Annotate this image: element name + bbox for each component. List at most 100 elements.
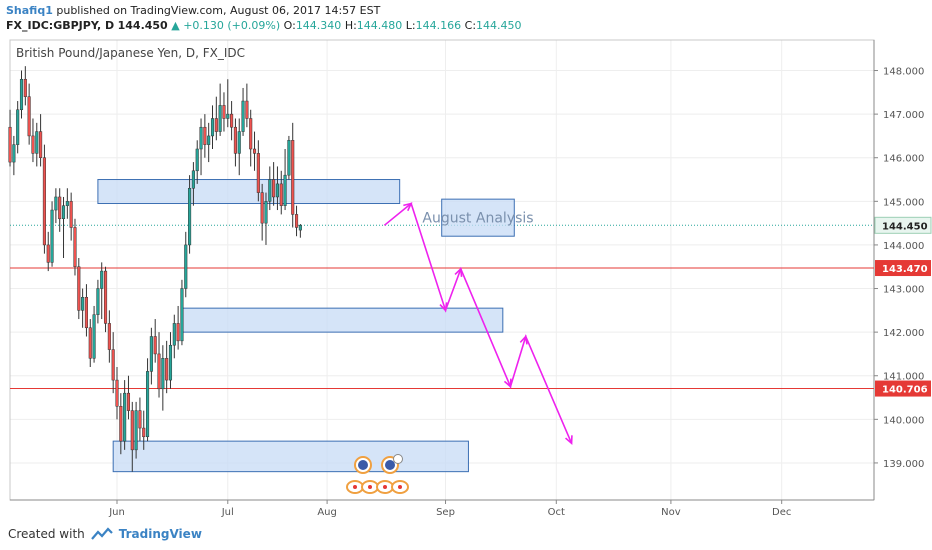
candle-body bbox=[195, 148, 199, 172]
candle-body bbox=[199, 126, 203, 150]
candle bbox=[42, 144, 46, 254]
candle-body bbox=[172, 323, 176, 346]
tradingview-brand[interactable]: TradingView bbox=[118, 527, 202, 541]
candle bbox=[107, 310, 111, 363]
candle-body bbox=[275, 183, 279, 198]
candle-body bbox=[203, 126, 207, 145]
candle bbox=[275, 166, 279, 211]
candle bbox=[134, 401, 138, 459]
candle bbox=[199, 118, 203, 176]
candle-body bbox=[165, 358, 169, 381]
candle-body bbox=[142, 427, 146, 438]
level-label: 140.706 bbox=[882, 385, 928, 396]
candle-body bbox=[245, 100, 249, 119]
candle bbox=[115, 367, 119, 420]
open-value: 144.340 bbox=[295, 19, 342, 32]
uk-flag-fill-icon bbox=[358, 460, 368, 470]
candle bbox=[149, 327, 153, 385]
candle-body bbox=[138, 410, 142, 429]
candle-body bbox=[50, 209, 54, 263]
candle bbox=[165, 340, 169, 394]
projection-arrowhead bbox=[454, 267, 463, 277]
candle bbox=[73, 218, 77, 276]
candle-body bbox=[291, 140, 295, 215]
candle-body bbox=[264, 201, 268, 224]
candle bbox=[260, 183, 264, 241]
candle bbox=[245, 83, 249, 128]
candle-body bbox=[123, 392, 127, 442]
chart-title: British Pound/Japanese Yen, D, FX_IDC bbox=[16, 46, 245, 60]
candle-body bbox=[241, 100, 245, 132]
author-link[interactable]: Shafiq1 bbox=[6, 4, 53, 17]
publish-line: Shafiq1 published on TradingView.com, Au… bbox=[6, 3, 926, 18]
candle bbox=[126, 375, 131, 420]
candle-body bbox=[35, 131, 39, 154]
candle-body bbox=[31, 135, 35, 154]
candle bbox=[176, 305, 180, 350]
candle bbox=[249, 109, 253, 167]
low-value: 144.166 bbox=[415, 19, 462, 32]
candle bbox=[92, 305, 96, 363]
candle-body bbox=[294, 214, 299, 228]
candle bbox=[298, 224, 302, 238]
candle-body bbox=[100, 270, 104, 289]
supply-demand-zone bbox=[112, 440, 469, 473]
projection-arrowhead bbox=[519, 334, 528, 345]
candle bbox=[23, 66, 27, 106]
chart-header: Shafiq1 published on TradingView.com, Au… bbox=[6, 3, 926, 39]
candle bbox=[180, 279, 184, 346]
candle bbox=[81, 288, 85, 328]
candle-body bbox=[19, 78, 24, 111]
candle-body bbox=[233, 126, 237, 154]
last-price: 144.450 bbox=[117, 19, 168, 32]
candle bbox=[241, 87, 245, 136]
candle-body bbox=[188, 187, 192, 246]
candle bbox=[230, 101, 234, 141]
candle-body bbox=[268, 179, 272, 202]
projection-arrowhead bbox=[439, 302, 448, 313]
projection-arrowhead bbox=[403, 202, 413, 212]
candle-body bbox=[168, 344, 173, 381]
candle bbox=[100, 262, 104, 320]
high-value: 144.480 bbox=[356, 19, 403, 32]
candle-body bbox=[77, 266, 81, 311]
candle-body bbox=[272, 179, 276, 198]
candle-body bbox=[157, 353, 161, 390]
candle bbox=[287, 135, 291, 180]
candle bbox=[161, 345, 165, 411]
close-label: C: bbox=[464, 19, 477, 32]
candle bbox=[39, 114, 43, 167]
event-flags[interactable] bbox=[346, 454, 409, 494]
level-label: 143.470 bbox=[882, 264, 928, 275]
candle bbox=[111, 332, 115, 394]
time-tick-label: Nov bbox=[661, 507, 681, 518]
candle-body bbox=[126, 392, 131, 411]
candle-body bbox=[176, 323, 180, 342]
candle bbox=[35, 122, 39, 167]
candle bbox=[130, 401, 134, 472]
last-price-badge bbox=[874, 216, 932, 234]
candle-body bbox=[115, 379, 119, 407]
candle bbox=[146, 358, 150, 442]
candle-body bbox=[256, 153, 260, 193]
tradingview-logo-icon bbox=[90, 527, 113, 540]
candle-body bbox=[58, 196, 62, 220]
candle-body bbox=[8, 126, 12, 163]
zones-layer bbox=[97, 179, 504, 473]
uk-flag-fill-icon bbox=[385, 460, 395, 470]
candle-body bbox=[218, 105, 222, 132]
candle bbox=[226, 79, 230, 128]
candle-body bbox=[46, 244, 50, 263]
candle bbox=[195, 140, 199, 184]
time-tick-label: Dec bbox=[772, 507, 791, 518]
candle-body bbox=[92, 314, 96, 359]
candle bbox=[65, 188, 69, 219]
candle-body bbox=[81, 297, 85, 311]
candle-body bbox=[65, 201, 69, 206]
candle bbox=[210, 105, 215, 150]
candle-body bbox=[134, 410, 138, 451]
change-value: +0.130 (+0.09%) bbox=[183, 19, 281, 32]
candle bbox=[16, 101, 20, 154]
time-tick-label: Jul bbox=[221, 507, 234, 518]
